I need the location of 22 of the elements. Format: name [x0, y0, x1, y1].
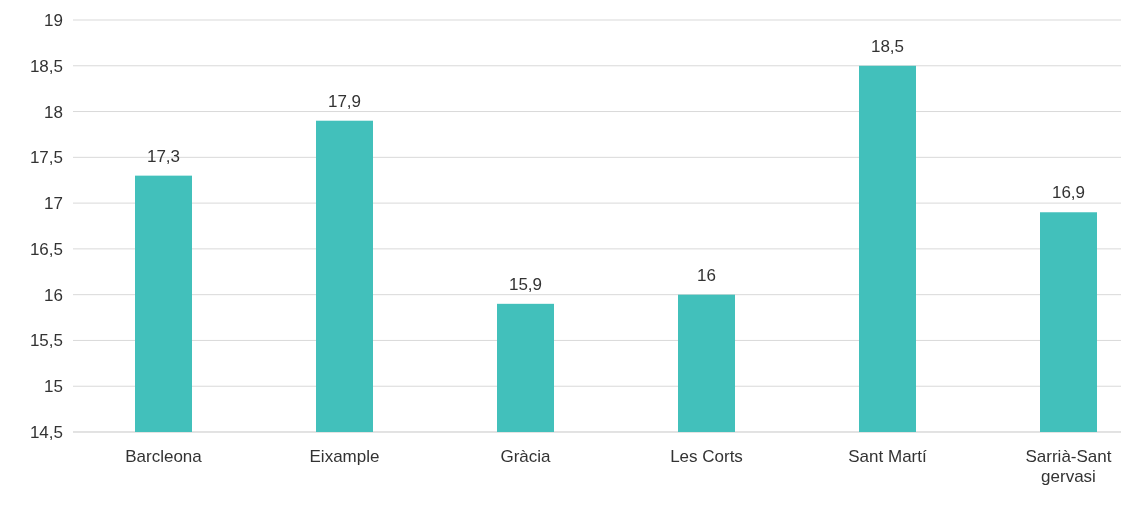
data-label: 15,9 — [508, 274, 543, 294]
y-tick-label: 14,5 — [29, 422, 63, 442]
x-tick-label: Gràcia — [500, 447, 552, 466]
data-label: 16 — [697, 265, 716, 285]
y-tick-label: 18 — [44, 102, 63, 122]
data-label: 17,9 — [327, 91, 362, 111]
x-tick-label: Barcleona — [125, 447, 203, 466]
data-label: 18,5 — [870, 36, 905, 56]
y-tick-label: 17 — [44, 194, 63, 214]
y-tick-label: 19 — [44, 10, 63, 30]
y-tick-label: 16,5 — [29, 239, 63, 259]
y-tick-label: 16 — [44, 285, 63, 305]
x-tick-label: Sant Martí — [848, 447, 927, 466]
y-tick-label: 15 — [44, 377, 63, 397]
x-tick-label: Eixample — [309, 447, 380, 466]
y-tick-label: 17,5 — [29, 148, 63, 168]
y-tick-label: 15,5 — [29, 331, 63, 351]
data-label: 17,3 — [146, 146, 181, 166]
y-tick-label: 18,5 — [29, 56, 63, 76]
x-tick-label: Les Corts — [670, 447, 743, 466]
x-tick-label: Sarrià-Sant gervasi — [1025, 447, 1112, 486]
data-label: 16,9 — [1051, 183, 1086, 203]
